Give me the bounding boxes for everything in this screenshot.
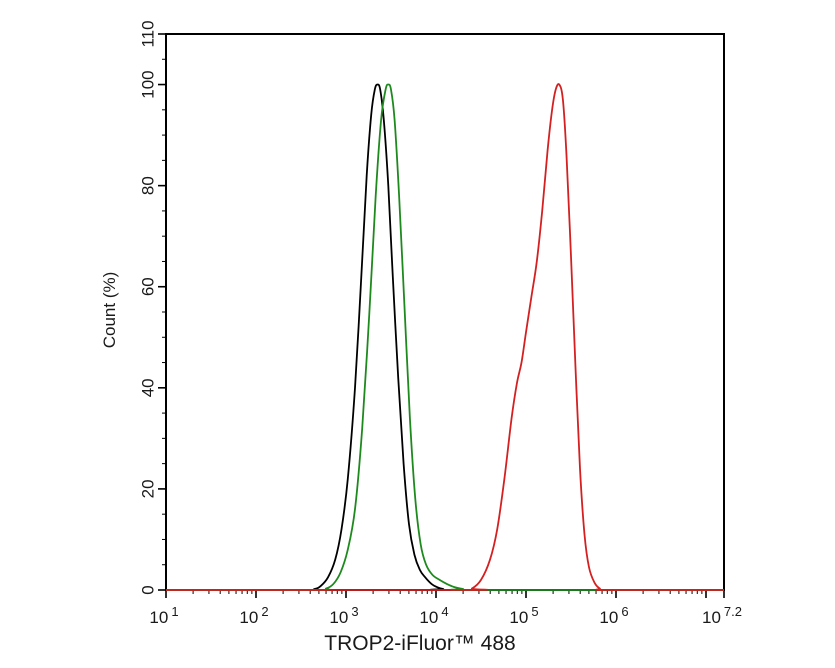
x-tick-label: 10 5 [509, 604, 538, 627]
x-axis: 10 1 10 2 10 3 10 4 10 5 10 6 10 7.2 [149, 590, 742, 627]
y-tick-label: 20 [139, 479, 158, 498]
x-tick-label: 10 2 [239, 604, 268, 627]
y-tick-label: 60 [139, 277, 158, 296]
y-tick-label: 110 [139, 20, 158, 47]
x-tick-label: 10 7.2 [702, 604, 742, 627]
red-trop2-curve [166, 83, 724, 591]
x-tick-label: 10 6 [599, 604, 628, 627]
y-axis-title: Count (%) [100, 272, 119, 349]
black-control-curve [166, 83, 724, 591]
plot-border [165, 33, 725, 591]
x-tick-label: 10 1 [149, 604, 178, 627]
y-axis: 0 20 40 60 80 100 110 [139, 20, 166, 595]
y-tick-label: 80 [139, 176, 158, 195]
x-tick-label: 10 3 [329, 604, 358, 627]
y-tick-label: 100 [139, 70, 158, 98]
x-tick-label: 10 4 [419, 604, 448, 627]
green-isotype-curve [166, 83, 724, 591]
x-axis-title: TROP2-iFluor™ 488 [324, 632, 515, 655]
y-tick-label: 40 [139, 378, 158, 397]
histogram-series [166, 83, 724, 591]
y-tick-label: 0 [139, 585, 158, 594]
plot-frame [165, 33, 725, 591]
